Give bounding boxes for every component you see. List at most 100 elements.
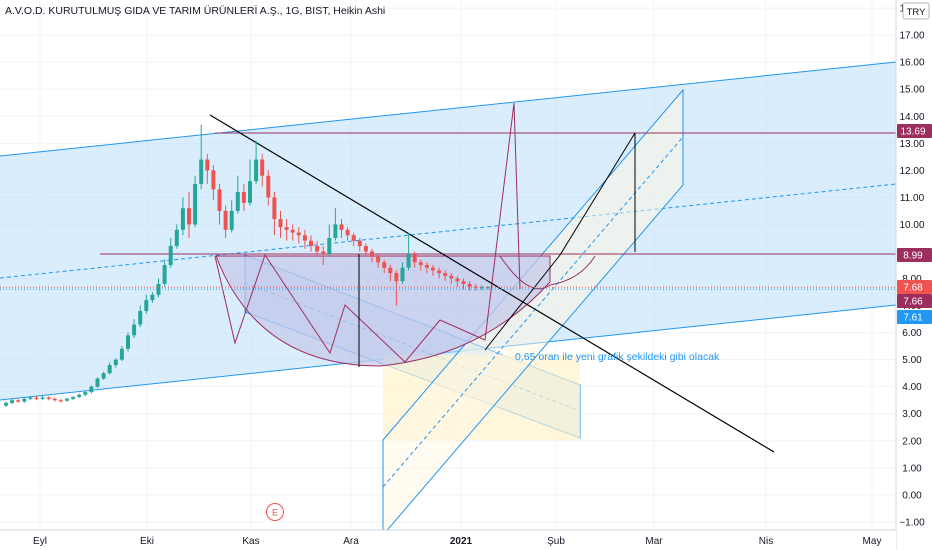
candle-body [71, 396, 76, 399]
candle-body [180, 208, 185, 230]
price-axis-bg [896, 0, 932, 550]
candle-body [254, 159, 259, 182]
candle-body [28, 397, 33, 399]
candle-body [248, 181, 252, 203]
candle-body [302, 235, 307, 241]
candle-body [473, 286, 478, 288]
x-tick-label: 2021 [450, 536, 473, 547]
candle-body [83, 392, 88, 395]
candle-body [162, 265, 167, 284]
candle-body [65, 398, 69, 401]
zigzag-path [214, 102, 521, 363]
y-tick-label: 12.00 [899, 166, 924, 177]
candle-body [290, 229, 295, 233]
event-badge-label: E [272, 508, 278, 518]
x-tick-label: Kas [242, 536, 259, 547]
channel-mid-line [0, 183, 896, 279]
candle-body [119, 348, 124, 360]
candle-body [199, 159, 204, 184]
candle-body [296, 232, 301, 236]
candle-body [424, 265, 429, 268]
candle-body [107, 365, 112, 374]
y-tick-label: 2.00 [902, 436, 922, 447]
earnings-event-badge[interactable]: E [266, 503, 284, 521]
candle-body [144, 300, 149, 311]
y-tick-label: 3.00 [902, 409, 922, 420]
price-tag [897, 310, 932, 324]
candle-body [138, 310, 143, 325]
candle-body [370, 251, 374, 257]
y-tick-label: −1.00 [899, 517, 925, 528]
candle-body [241, 191, 246, 203]
candle-body [388, 267, 393, 274]
candle-body [376, 256, 381, 263]
currency-button[interactable]: TRY [902, 2, 930, 20]
candle-body [327, 237, 332, 255]
candle-body [156, 283, 161, 295]
handle-arc [499, 255, 596, 290]
candle-body [150, 294, 155, 301]
annotation-text: 0,65 oran ile yeni grafik şekildeki gibi… [515, 351, 720, 363]
candle-body [443, 273, 448, 276]
candle-body [394, 273, 399, 282]
candle-body [113, 359, 118, 366]
y-tick-label: 13.00 [899, 139, 924, 150]
projection-path [484, 132, 636, 351]
candle-body [223, 210, 228, 230]
price-axis[interactable]: 18.0017.0016.0015.0014.0013.0012.0011.00… [895, 0, 932, 550]
candle-body [193, 183, 198, 225]
candle-body [449, 275, 454, 279]
time-axis[interactable]: Eyl Eki Kas Ara 2021 Şub Mar Nis May [0, 529, 896, 550]
candle-body [357, 240, 362, 247]
candle-body [321, 251, 326, 255]
x-tick-label: Eki [140, 536, 154, 547]
price-tag [897, 248, 932, 262]
price-tag [897, 124, 932, 138]
candle-body [412, 254, 417, 263]
up-channel [382, 88, 684, 530]
candle-body [168, 246, 173, 265]
candle-body [431, 267, 435, 271]
y-tick-label: 16.00 [899, 58, 924, 69]
y-tick-label: 0.00 [902, 490, 922, 501]
candle-body [309, 240, 313, 247]
candle-body [485, 287, 490, 289]
candle-body [132, 324, 137, 336]
candle-body [34, 397, 39, 399]
candle-body [40, 397, 45, 399]
price-tag [897, 280, 932, 294]
y-tick-label: 14.00 [899, 112, 924, 123]
candle-body [95, 378, 100, 387]
channel-upper-line [0, 61, 896, 157]
candle-body [10, 400, 15, 403]
candle-body [205, 159, 210, 171]
candle-body [235, 191, 240, 211]
candle-body [58, 400, 63, 402]
y-tick-label: 17.00 [899, 31, 924, 42]
candle-body [174, 229, 179, 247]
candle-body [4, 402, 8, 406]
time-axis-bg [0, 530, 896, 550]
price-tag-label: 7.66 [903, 297, 923, 308]
y-tick-label: 15.00 [899, 85, 924, 96]
candle-body [363, 246, 368, 252]
candle-body [339, 224, 344, 230]
y-tick-label: 8.00 [902, 274, 922, 285]
candle-body [418, 262, 423, 265]
candle-body [211, 170, 216, 190]
price-tag-label: 7.61 [903, 313, 923, 324]
candle-body [437, 270, 442, 274]
y-tick-label: 6.00 [902, 328, 922, 339]
x-tick-label: Ara [343, 536, 359, 547]
x-tick-label: May [863, 536, 882, 547]
candle-body [315, 246, 320, 252]
candles-layer [4, 124, 490, 407]
candle-body [22, 398, 27, 402]
candle-body [351, 235, 356, 241]
y-tick-label: 10.00 [899, 220, 924, 231]
candle-body [266, 175, 271, 198]
candle-body [126, 335, 130, 349]
candle-body [272, 197, 277, 220]
candle-body [467, 283, 472, 287]
